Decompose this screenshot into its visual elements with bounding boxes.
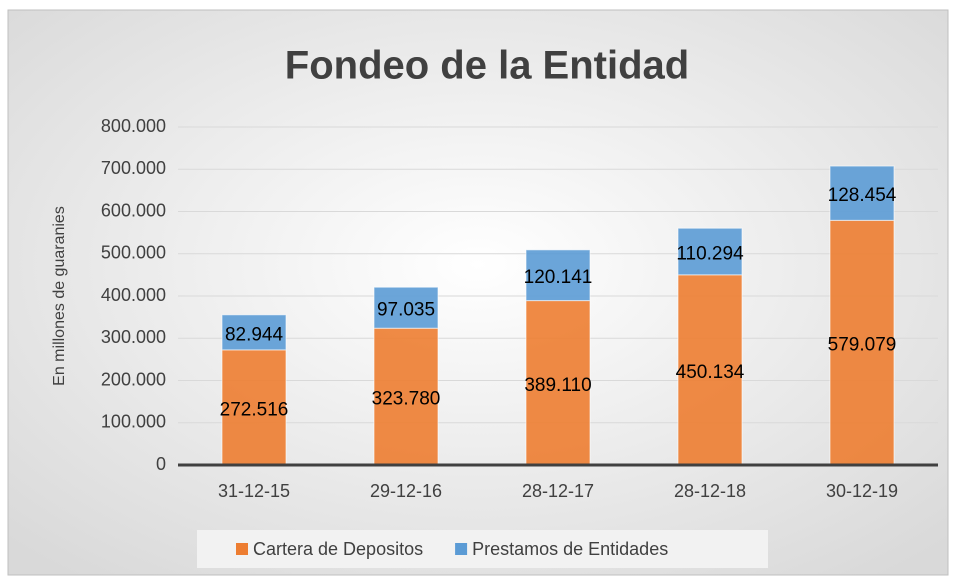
y-axis-label: En millones de guaranies	[51, 206, 68, 386]
legend-box	[197, 530, 768, 568]
y-tick-label: 300.000	[101, 327, 166, 347]
data-label: 110.294	[676, 244, 744, 265]
data-label: 579.079	[828, 335, 897, 356]
bar-segment	[677, 227, 743, 276]
legend-swatch	[236, 543, 248, 555]
legend-label: Cartera de Depositos	[253, 539, 423, 559]
data-label: 128.454	[828, 185, 897, 206]
bar-segment	[829, 165, 895, 221]
y-tick-label: 100.000	[101, 412, 166, 432]
bar-segment	[677, 274, 743, 466]
y-tick-label: 800.000	[101, 116, 166, 136]
data-label: 389.110	[524, 375, 591, 396]
data-label: 120.141	[524, 267, 593, 288]
chart-title: Fondeo de la Entidad	[285, 44, 689, 88]
data-label: 97.035	[377, 300, 435, 321]
x-tick-label: 30-12-19	[826, 481, 898, 501]
legend-label: Prestamos de Entidades	[472, 539, 668, 559]
y-tick-label: 600.000	[101, 200, 166, 220]
legend-swatch	[455, 543, 468, 555]
y-tick-label: 500.000	[101, 243, 166, 263]
data-label: 450.134	[676, 362, 745, 383]
y-tick-label: 700.000	[101, 158, 166, 178]
y-tick-label: 0	[156, 454, 166, 474]
y-tick-label: 200.000	[101, 369, 166, 389]
bar-segment	[525, 249, 591, 302]
x-tick-label: 28-12-17	[522, 481, 594, 501]
bar-segment	[221, 314, 287, 351]
data-label: 82.944	[225, 324, 284, 345]
chart-background	[7, 9, 949, 576]
data-label: 272.516	[220, 399, 289, 420]
bar-segment	[829, 219, 895, 466]
x-tick-label: 29-12-16	[370, 481, 442, 501]
y-tick-label: 400.000	[101, 285, 166, 305]
x-tick-label: 28-12-18	[674, 481, 746, 501]
data-label: 323.780	[372, 389, 441, 410]
bar-segment	[373, 286, 439, 329]
x-tick-label: 31-12-15	[218, 481, 290, 501]
